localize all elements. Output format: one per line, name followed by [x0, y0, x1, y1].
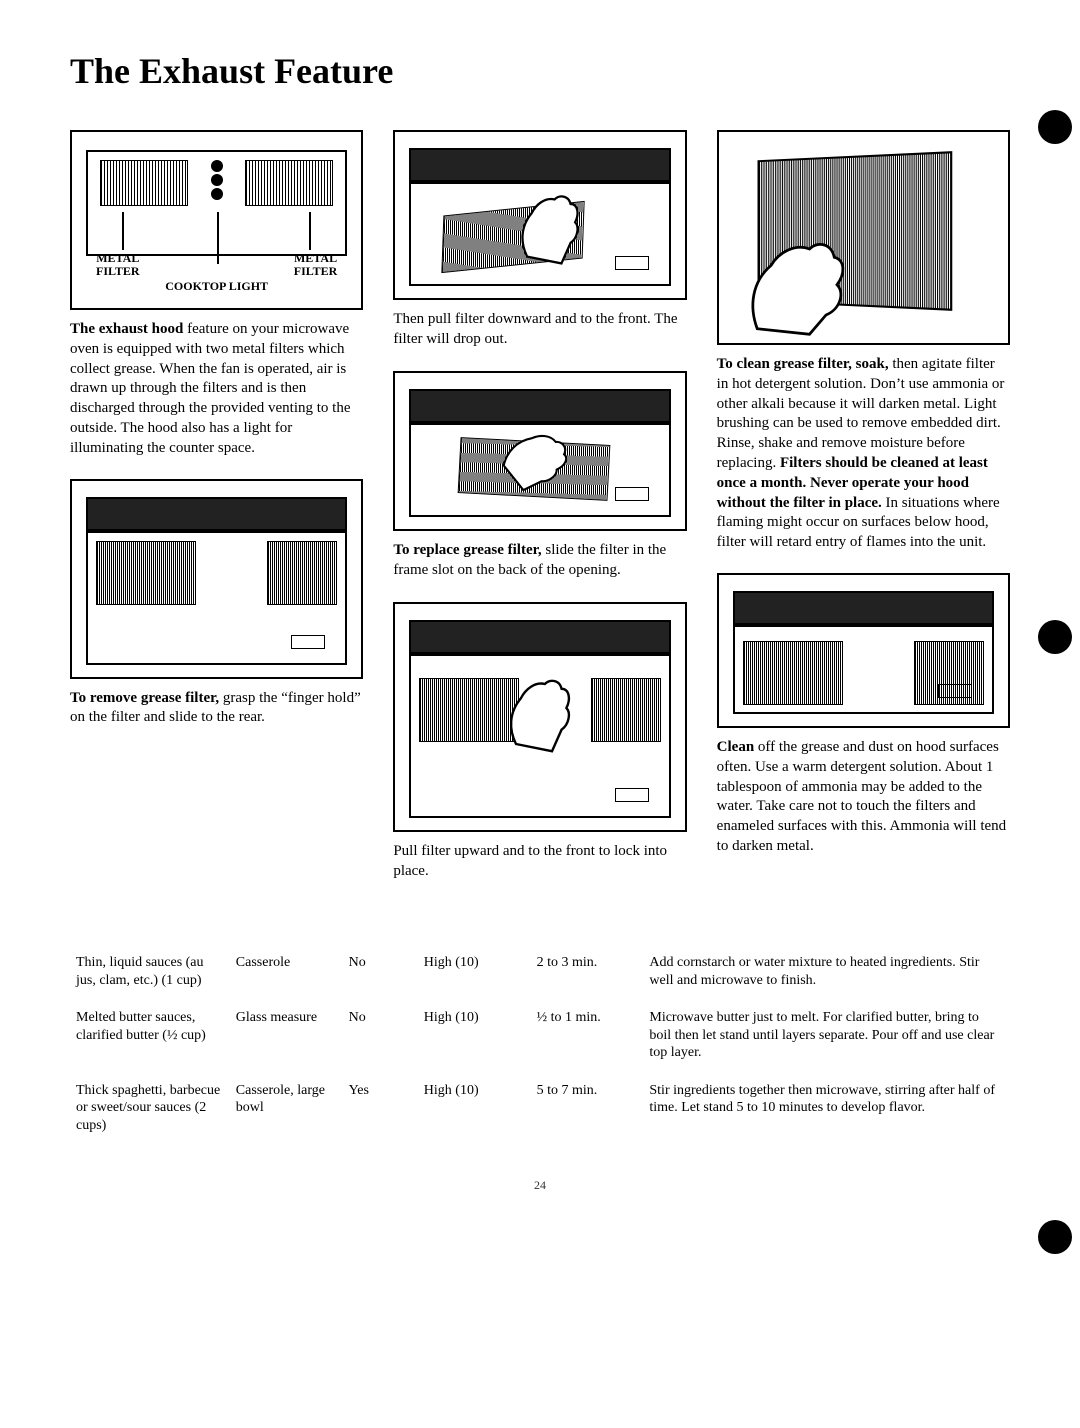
- table-cell: High (10): [418, 1003, 531, 1076]
- figure-hood-bottom-view: METALFILTER METALFILTER COOKTOP LIGHT: [70, 130, 363, 310]
- hole-punch: [1038, 110, 1072, 144]
- label-metal-filter-left: METALFILTER: [96, 252, 140, 277]
- table-cell: No: [343, 948, 418, 1003]
- table-cell: Melted butter sauces, clarified butter (…: [70, 1003, 230, 1076]
- table-cell: Casserole, large bowl: [230, 1076, 343, 1149]
- caption-replace-lead: To replace grease filter,: [393, 542, 541, 558]
- remove-filter-lead: To remove grease filter,: [70, 690, 219, 706]
- clean-filter-lead: To clean grease filter, soak,: [717, 356, 889, 372]
- intro-rest: feature on your microwave oven is equipp…: [70, 321, 351, 456]
- clean-hood-lead: Clean: [717, 739, 755, 755]
- page-title: The Exhaust Feature: [70, 50, 1010, 92]
- clean-filter-body: then agitate filter in hot detergent sol…: [717, 356, 1005, 471]
- table-cell: ½ to 1 min.: [531, 1003, 644, 1076]
- clean-hood-paragraph: Clean off the grease and dust on hood su…: [717, 738, 1010, 857]
- table-cell: No: [343, 1003, 418, 1076]
- hand-icon: [515, 188, 585, 268]
- table-cell: Microwave butter just to melt. For clari…: [643, 1003, 1010, 1076]
- label-metal-filter-right: METALFILTER: [294, 252, 338, 277]
- table-cell: Add cornstarch or water mixture to heate…: [643, 948, 1010, 1003]
- figure-hood-surface: [717, 573, 1010, 728]
- table-cell: Yes: [343, 1076, 418, 1149]
- table-cell: Stir ingredients together then microwave…: [643, 1076, 1010, 1149]
- intro-lead: The exhaust hood: [70, 321, 183, 337]
- table-row: Thin, liquid sauces (au jus, clam, etc.)…: [70, 948, 1010, 1003]
- table-cell: 5 to 7 min.: [531, 1076, 644, 1149]
- page-number: 24: [70, 1178, 1010, 1193]
- caption-replace-filter: To replace grease filter, slide the filt…: [393, 541, 686, 580]
- caption-pull-upward: Pull filter upward and to the front to l…: [393, 842, 686, 881]
- table-cell: Casserole: [230, 948, 343, 1003]
- figure-remove-filter: [70, 479, 363, 679]
- table-cell: High (10): [418, 1076, 531, 1149]
- hand-icon: [504, 672, 578, 756]
- column-3: To clean grease filter, soak, then agita…: [717, 130, 1010, 903]
- column-1: METALFILTER METALFILTER COOKTOP LIGHT Th…: [70, 130, 363, 903]
- table-row: Melted butter sauces, clarified butter (…: [70, 1003, 1010, 1076]
- label-cooktop-light: COOKTOP LIGHT: [165, 280, 268, 293]
- hole-punch: [1038, 620, 1072, 654]
- table-row: Thick spaghetti, barbecue or sweet/sour …: [70, 1076, 1010, 1149]
- main-columns: METALFILTER METALFILTER COOKTOP LIGHT Th…: [70, 130, 1010, 903]
- figure-replace-filter: [393, 371, 686, 531]
- clean-hood-body: off the grease and dust on hood surfaces…: [717, 739, 1007, 854]
- column-2: Then pull filter downward and to the fro…: [393, 130, 686, 903]
- table-cell: 2 to 3 min.: [531, 948, 644, 1003]
- figure-pull-filter-down: [393, 130, 686, 300]
- table-cell: Glass measure: [230, 1003, 343, 1076]
- intro-paragraph: The exhaust hood feature on your microwa…: [70, 320, 363, 459]
- figure-pull-filter-upward: [393, 602, 686, 832]
- remove-filter-text: To remove grease filter, grasp the “fing…: [70, 689, 363, 729]
- table-cell: Thin, liquid sauces (au jus, clam, etc.)…: [70, 948, 230, 1003]
- table-cell: High (10): [418, 948, 531, 1003]
- hand-icon: [749, 227, 859, 337]
- cooking-table: Thin, liquid sauces (au jus, clam, etc.)…: [70, 948, 1010, 1148]
- caption-pull-down: Then pull filter downward and to the fro…: [393, 310, 686, 349]
- figure-wash-filter: [717, 130, 1010, 345]
- hole-punch: [1038, 1220, 1072, 1254]
- table-cell: Thick spaghetti, barbecue or sweet/sour …: [70, 1076, 230, 1149]
- clean-filter-paragraph: To clean grease filter, soak, then agita…: [717, 355, 1010, 553]
